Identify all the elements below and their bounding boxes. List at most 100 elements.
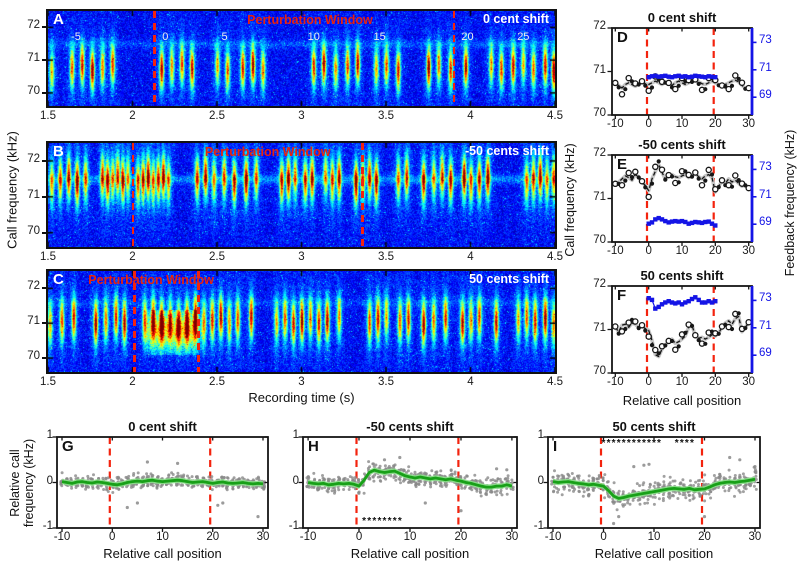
panel-label-B: B (53, 143, 64, 160)
panel-g-title: 0 cent shift (128, 419, 197, 434)
y-tick-mark (42, 195, 47, 198)
right-y-tick-label: 71 (759, 61, 772, 74)
y-tick-mark (42, 231, 47, 234)
x-tick-label: 3.5 (378, 110, 394, 122)
x-tick-label: 1.5 (40, 251, 56, 263)
right-y-tick-label: 71 (759, 188, 772, 201)
panel-label-C: C (53, 271, 64, 288)
panel-g-svg (52, 436, 269, 532)
svg-text:*: * (627, 438, 631, 449)
x-tick-label: 4.5 (547, 110, 563, 122)
x-tick-label: 20 (698, 531, 711, 543)
right-y-tick-label: 73 (759, 34, 772, 47)
svg-text:*: * (652, 438, 656, 449)
x-tick-label: 30 (505, 531, 519, 543)
x-tick-label: 0 (645, 376, 652, 388)
x-tick-label: 3.5 (378, 251, 394, 263)
svg-text:*: * (607, 438, 611, 449)
y-tick-label: 70 (593, 234, 606, 246)
y-tick-mark (42, 91, 47, 94)
svg-text:*: * (377, 516, 381, 527)
x-tick-label: 20 (206, 531, 220, 543)
perturbation-window-line (452, 11, 455, 106)
y-tick-label: 0 (292, 474, 299, 487)
spectrogram-x-axis-label: Recording time (s) (248, 390, 355, 405)
y-tick-mark (42, 59, 47, 62)
y-tick-label: 70 (593, 107, 606, 119)
y-tick-label: 70 (593, 365, 606, 377)
x-tick-label: -10 (607, 376, 624, 388)
y-tick-label: 72 (593, 278, 606, 290)
y-tick-label: -1 (533, 520, 544, 532)
y-tick-mark (42, 26, 47, 29)
y-tick-label: 72 (593, 147, 606, 159)
x-tick-label: 30 (742, 118, 756, 130)
panel-h-svg: * * * * * * * * (298, 436, 518, 532)
y-tick-label: 71 (593, 321, 606, 334)
panel-label-A: A (53, 11, 64, 28)
ghi-y-axis-label-line1: Relative call (8, 449, 22, 517)
x-tick-label: 2.5 (209, 376, 225, 388)
panel-label-F: F (617, 287, 627, 304)
svg-text:*: * (393, 516, 397, 527)
panel-label-I: I (553, 438, 558, 455)
x-tick-label: 30 (748, 531, 762, 543)
x-tick-label: 10 (675, 245, 689, 257)
y-tick-label: 72 (27, 19, 40, 32)
x-tick-label: 0 (109, 531, 116, 543)
panel-e-svg (607, 154, 757, 246)
x-tick-label: -10 (607, 245, 624, 257)
x-tick-label: -10 (299, 531, 317, 543)
perturbation-window-annotation: Perturbation Window (204, 145, 331, 159)
y-tick-mark (42, 357, 47, 360)
x-tick-label: -10 (544, 531, 562, 543)
panel-h-title: -50 cents shift (366, 419, 454, 434)
x-tick-label: 3 (298, 251, 305, 263)
x-tick-label: 20 (708, 376, 722, 388)
svg-text:*: * (690, 438, 694, 449)
svg-text:*: * (362, 516, 366, 527)
call-position-label: 10 (307, 31, 320, 43)
right-y-tick-label: 69 (759, 89, 772, 102)
call-position-label: 0 (162, 31, 169, 43)
x-tick-label: 0 (645, 118, 652, 130)
call-position-label: 25 (517, 31, 530, 43)
x-tick-label: 0 (600, 531, 607, 543)
svg-text:*: * (383, 516, 387, 527)
y-tick-label: 71 (27, 188, 40, 201)
y-tick-label: 71 (27, 52, 40, 65)
panel-f-title: 50 cents shift (640, 268, 724, 283)
y-tick-label: 70 (27, 84, 40, 97)
y-tick-label: 71 (593, 63, 606, 76)
y-tick-label: 72 (27, 152, 40, 165)
x-tick-label: 2 (129, 110, 136, 122)
x-tick-label: 30 (742, 376, 756, 388)
svg-text:*: * (388, 516, 392, 527)
x-tick-label: 20 (454, 531, 468, 543)
x-tick-label: 4 (467, 376, 474, 388)
panel-h-x-axis-label: Relative call position (350, 546, 470, 561)
y-tick-mark (42, 159, 47, 162)
x-tick-label: 10 (675, 376, 689, 388)
panel-i-x-axis-label: Relative call position (594, 546, 714, 561)
x-tick-label: 3.5 (378, 376, 394, 388)
svg-text:*: * (602, 438, 606, 449)
y-tick-label: 72 (593, 20, 606, 32)
def-right-y-axis-label: Feedback frequency (kHz) (783, 129, 797, 277)
x-tick-label: 0 (355, 531, 363, 543)
spectrogram-image-C (48, 271, 555, 372)
x-tick-label: -10 (607, 118, 624, 130)
x-tick-label: 3 (298, 110, 305, 122)
x-tick-label: 10 (156, 531, 169, 543)
y-tick-label: 1 (292, 429, 299, 441)
y-tick-label: 70 (27, 224, 40, 237)
x-tick-label: 20 (708, 245, 722, 257)
x-tick-label: 30 (256, 531, 270, 543)
y-tick-label: 0 (46, 474, 53, 487)
y-tick-label: -1 (288, 520, 299, 532)
panel-i-title: 50 cents shift (612, 419, 696, 434)
y-tick-label: 71 (593, 190, 606, 203)
call-position-label: 20 (461, 31, 474, 43)
panel-label-G: G (62, 438, 74, 455)
